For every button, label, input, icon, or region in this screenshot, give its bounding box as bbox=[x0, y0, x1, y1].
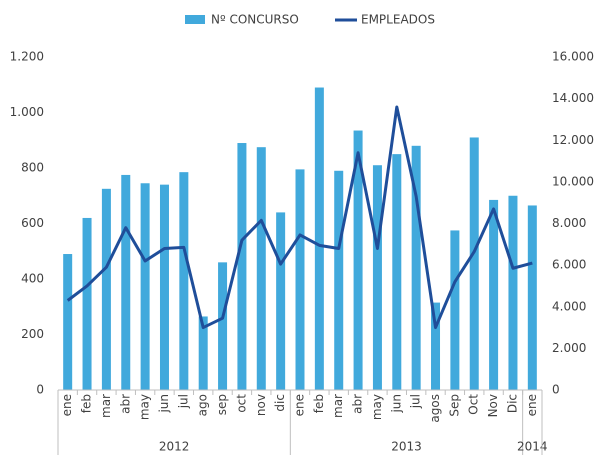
bar bbox=[431, 302, 441, 390]
bar bbox=[411, 145, 421, 390]
x-tick-label: abr bbox=[351, 394, 365, 414]
y2-tick-label: 4.000 bbox=[552, 299, 586, 313]
group-label: 2012 bbox=[159, 440, 190, 454]
bar bbox=[140, 183, 150, 390]
y-tick-label: 1.200 bbox=[10, 50, 44, 64]
bar bbox=[508, 195, 518, 390]
x-tick-label: jul bbox=[409, 394, 423, 409]
y-tick-label: 600 bbox=[21, 216, 44, 230]
bar bbox=[179, 172, 189, 390]
bar bbox=[237, 143, 247, 390]
bar bbox=[63, 254, 73, 390]
x-tick-label: ene bbox=[525, 394, 539, 416]
y-tick-label: 1.000 bbox=[10, 105, 44, 119]
bar bbox=[121, 174, 131, 390]
group-label: 2013 bbox=[391, 440, 422, 454]
x-tick-label: Nov bbox=[486, 394, 500, 417]
x-tick-label: feb bbox=[80, 394, 94, 413]
y-tick-label: 200 bbox=[21, 327, 44, 341]
bar bbox=[334, 170, 344, 390]
bar bbox=[276, 212, 286, 390]
x-tick-label: Oct bbox=[467, 394, 481, 415]
x-tick-label: nov bbox=[254, 394, 268, 416]
x-tick-label: mar bbox=[331, 394, 345, 418]
x-tick-label: jun bbox=[157, 394, 171, 414]
bar bbox=[198, 316, 208, 390]
bar bbox=[392, 154, 402, 390]
bar bbox=[218, 262, 228, 390]
legend-swatch bbox=[185, 15, 205, 24]
x-tick-label: dic bbox=[273, 394, 287, 412]
x-tick-label: ago bbox=[196, 394, 210, 416]
bar bbox=[159, 184, 169, 390]
y2-tick-label: 10.000 bbox=[552, 174, 594, 188]
x-tick-label: Sep bbox=[447, 394, 461, 417]
bar bbox=[256, 147, 266, 390]
x-tick-label: may bbox=[138, 394, 152, 420]
line-series bbox=[66, 105, 533, 330]
x-tick-label: Dic bbox=[505, 394, 519, 413]
bar bbox=[489, 199, 499, 390]
y2-tick-label: 16.000 bbox=[552, 50, 594, 64]
y2-tick-label: 8.000 bbox=[552, 216, 586, 230]
legend-label: Nº CONCURSO bbox=[211, 13, 299, 27]
bar bbox=[101, 188, 111, 390]
y-tick-label: 800 bbox=[21, 161, 44, 175]
y2-tick-label: 0 bbox=[552, 383, 560, 397]
bar bbox=[469, 137, 479, 390]
legend-label: EMPLEADOS bbox=[361, 13, 435, 27]
bar bbox=[314, 87, 324, 391]
x-tick-label: may bbox=[370, 394, 384, 420]
x-tick-label: jul bbox=[176, 394, 190, 409]
y-tick-label: 0 bbox=[36, 383, 44, 397]
x-tick-label: oct bbox=[234, 394, 248, 413]
bar bbox=[450, 230, 460, 390]
group-label: 2014 bbox=[517, 440, 548, 454]
bar bbox=[353, 130, 363, 390]
x-tick-label: mar bbox=[99, 394, 113, 418]
bar bbox=[372, 165, 382, 390]
x-tick-label: jun bbox=[389, 394, 403, 414]
bar bbox=[82, 217, 92, 390]
y-tick-label: 400 bbox=[21, 272, 44, 286]
x-tick-label: sep bbox=[215, 394, 229, 415]
x-tick-label: feb bbox=[312, 394, 326, 413]
x-tick-label: ene bbox=[293, 394, 307, 416]
x-tick-label: abr bbox=[118, 394, 132, 414]
x-tick-label: agos bbox=[428, 394, 442, 423]
y2-tick-label: 6.000 bbox=[552, 258, 586, 272]
x-tick-label: ene bbox=[60, 394, 74, 416]
bar bbox=[295, 169, 305, 390]
y2-tick-label: 14.000 bbox=[552, 91, 594, 105]
y2-tick-label: 2.000 bbox=[552, 341, 586, 355]
y2-tick-label: 12.000 bbox=[552, 133, 594, 147]
bar bbox=[527, 205, 537, 390]
